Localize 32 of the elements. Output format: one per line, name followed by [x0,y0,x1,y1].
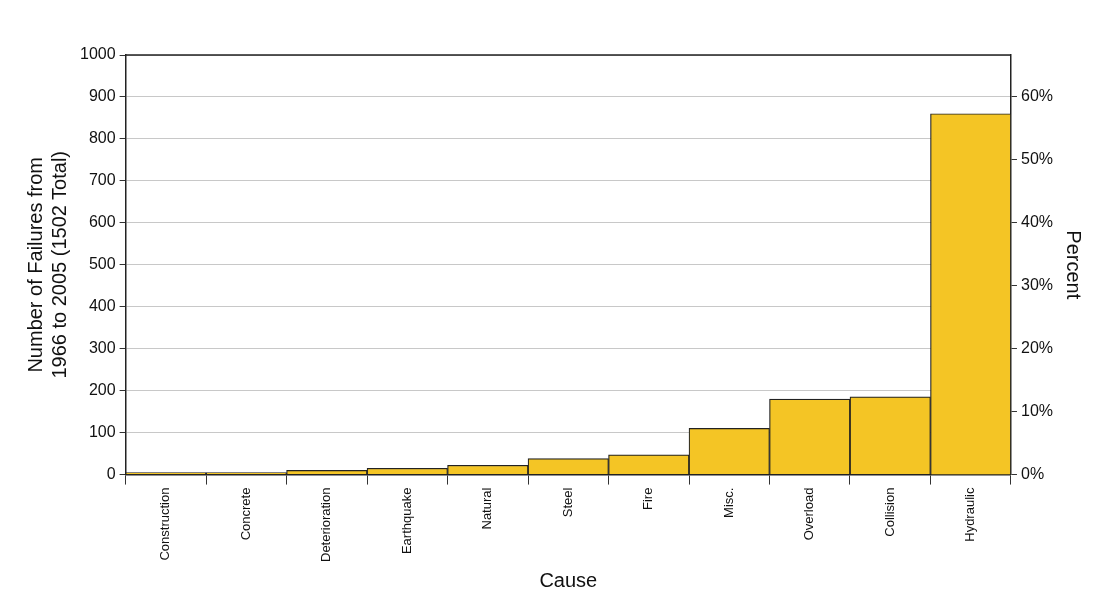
x-tick-label: Misc. [720,487,736,518]
x-tick-label: Construction [157,487,173,561]
y2-tick-label: 0% [1020,464,1045,482]
x-tick-label: Collision [881,487,897,537]
y-tick-label: 900 [88,87,116,105]
y2-tick-label: 20% [1020,338,1054,356]
y2-tick-label: 60% [1020,86,1054,104]
y-tick-label: 600 [88,213,116,231]
x-tick-label: Steel [559,487,575,518]
x-axis-title: Cause [539,568,598,591]
x-tick-label: Hydraulic [962,487,978,542]
y-tick-label: 1000 [80,45,116,63]
y-tick-label: 400 [88,297,116,315]
y-tick-label: 700 [88,171,116,189]
x-tick-label: Earthquake [398,487,414,555]
y2-axis-title: Percent [1063,230,1086,300]
y2-tick-label: 30% [1020,275,1054,293]
y-tick-label: 100 [88,423,116,441]
x-tick-label: Natural [479,487,495,530]
y-tick-label: 500 [88,255,116,273]
x-tick-label: Concrete [237,487,253,541]
x-tick-label: Fire [640,487,656,510]
y-tick-label: 0 [106,464,116,482]
y-tick-label: 200 [88,381,116,399]
y-tick-label: 800 [88,129,116,147]
y-axis-title: Number of Failures from 1966 to 2005 (1502 Total) [23,150,70,379]
y-tick-label: 300 [88,339,116,357]
y2-tick-label: 50% [1020,149,1054,167]
x-tick-label: Overload [801,487,817,541]
y2-tick-label: 40% [1020,212,1054,230]
y2-tick-label: 10% [1020,401,1054,419]
x-tick-label: Deterioration [318,487,334,563]
